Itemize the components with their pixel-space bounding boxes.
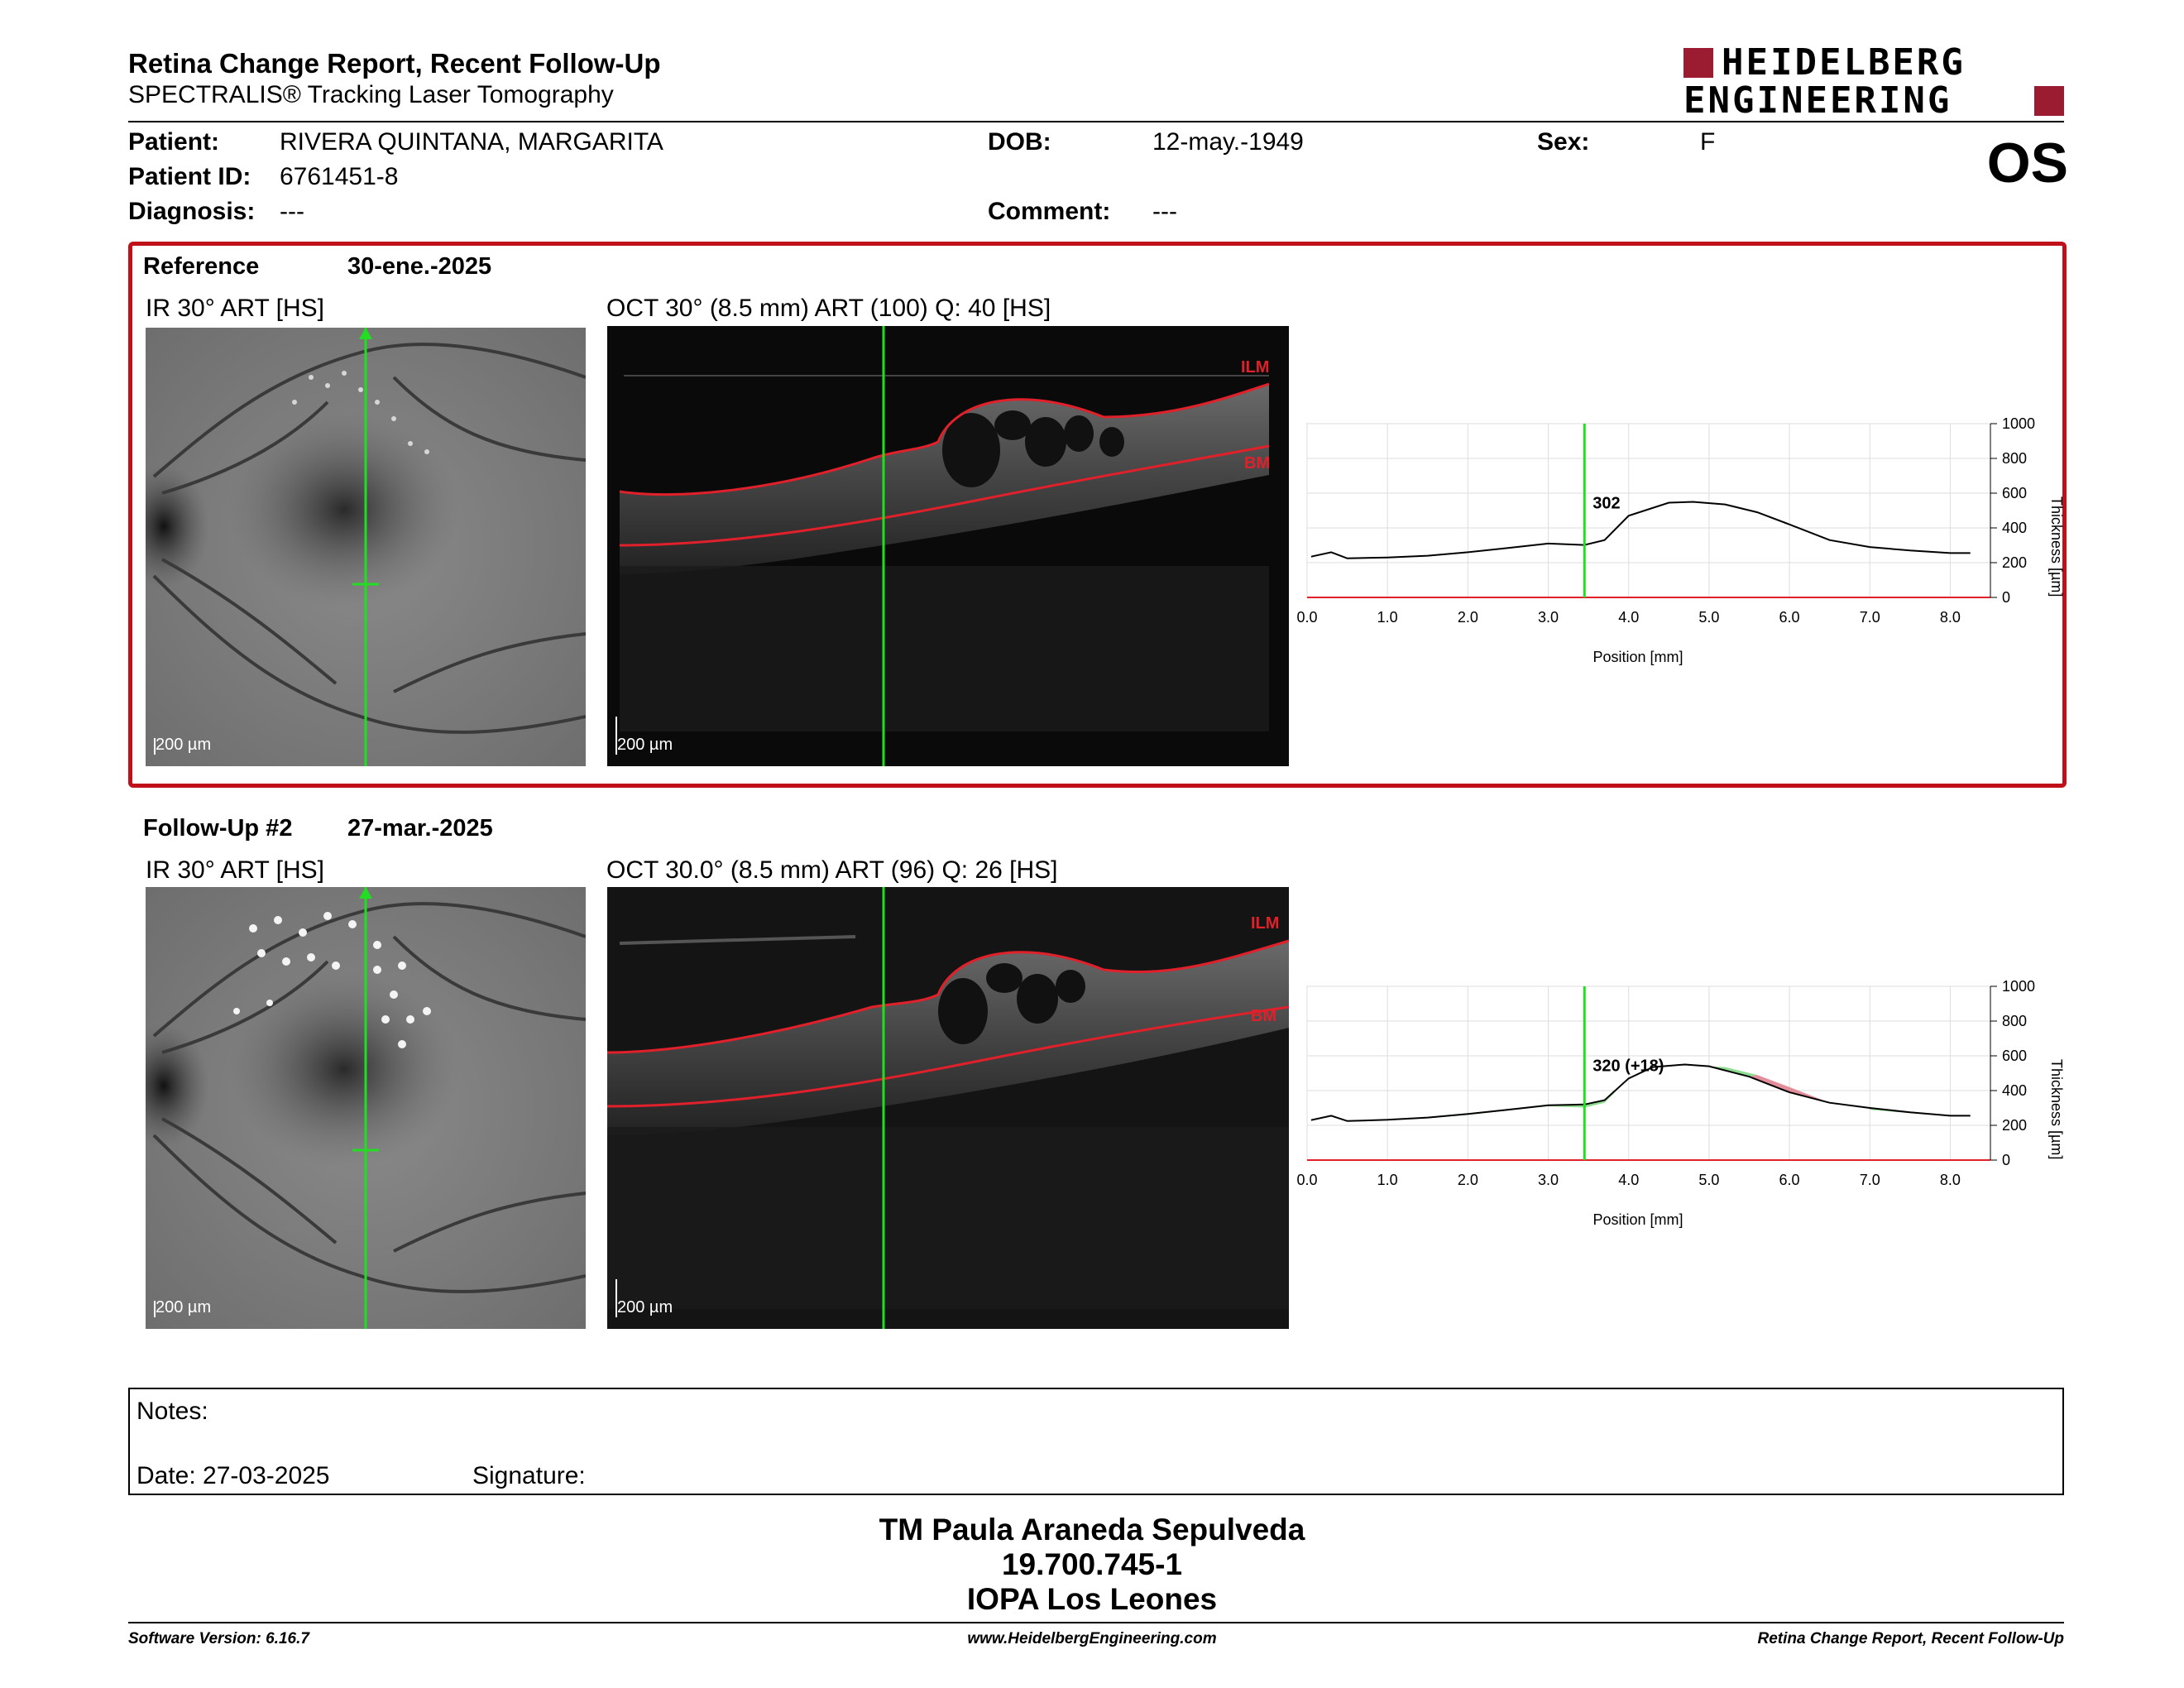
diagnosis-value: ---	[280, 198, 304, 225]
footer-report-name: Retina Change Report, Recent Follow-Up	[1757, 1630, 2064, 1647]
patient-id-label: Patient ID:	[128, 163, 251, 190]
dob-label: DOB:	[988, 128, 1051, 156]
y-tick-label: 0	[2002, 1152, 2010, 1168]
patient-name: RIVERA QUINTANA, MARGARITA	[280, 128, 663, 156]
eye-indicator: OS	[1986, 132, 2068, 194]
chart-plot-area	[1306, 423, 1991, 598]
x-tick-label: 4.0	[1618, 609, 1639, 626]
followup-oct-image: ILM BM 200 µm	[607, 887, 1289, 1329]
heidelberg-logo: HEIDELBERG ENGINEERING	[1684, 43, 2064, 119]
x-tick-label: 1.0	[1377, 1172, 1398, 1188]
followup-ylabel: Thickness [µm]	[2048, 1059, 2065, 1159]
reference-ir-image: 200 µm	[146, 328, 586, 766]
y-tick-label: 800	[2002, 450, 2027, 467]
signer-id: 19.700.745-1	[1001, 1547, 1183, 1581]
reference-xlabel: Position [mm]	[1592, 649, 1683, 665]
diagnosis-label: Diagnosis:	[128, 198, 256, 225]
y-tick-label: 0	[2002, 589, 2010, 606]
x-tick-label: 8.0	[1940, 1172, 1961, 1188]
header-divider	[128, 121, 2064, 122]
followup-date: 27-mar.-2025	[347, 815, 493, 842]
x-tick-label: 6.0	[1779, 609, 1800, 626]
x-tick-label: 2.0	[1458, 1172, 1478, 1188]
reference-bm-label: BM	[1244, 454, 1270, 472]
followup-ir-caption: IR 30° ART [HS]	[146, 856, 324, 884]
followup-thickness-chart: 0.0 1.0 2.0 3.0 4.0 5.0 6.0 7.0 8.0 0 200 400 600 800…	[1296, 978, 2065, 1228]
x-tick-label: 4.0	[1618, 1172, 1639, 1188]
comment-value: ---	[1152, 198, 1177, 225]
y-tick-label: 400	[2002, 1082, 2027, 1099]
reference-date: 30-ene.-2025	[347, 253, 492, 280]
y-tick-label: 1000	[2002, 978, 2035, 995]
website-link[interactable]: www.HeidelbergEngineering.com	[967, 1630, 1217, 1647]
y-tick-label: 200	[2002, 1117, 2027, 1134]
signer-name: TM Paula Araneda Sepulveda	[879, 1513, 1305, 1547]
x-tick-label: 0.0	[1296, 1172, 1317, 1188]
chart-plot-area	[1306, 985, 1991, 1161]
reference-ir-caption: IR 30° ART [HS]	[146, 295, 324, 322]
x-tick-label: 6.0	[1779, 1172, 1800, 1188]
thickness-line	[1310, 501, 1971, 559]
thickness-line	[1310, 1063, 1971, 1122]
reference-oct-scalebar: 200 µm	[615, 717, 673, 755]
reference-ylabel: Thickness [µm]	[2048, 496, 2065, 597]
followup-ilm-label: ILM	[1251, 914, 1279, 933]
y-tick-label: 600	[2002, 1048, 2027, 1064]
x-tick-label: 3.0	[1538, 609, 1559, 626]
patient-id: 6761451-8	[280, 163, 399, 190]
x-tick-label: 2.0	[1458, 609, 1478, 626]
marker-value-label: 302	[1592, 494, 1620, 512]
x-tick-label: 7.0	[1860, 609, 1880, 626]
followup-ir-image: 200 µm	[146, 887, 586, 1329]
x-tick-label: 7.0	[1860, 1172, 1880, 1188]
followup-oct-caption: OCT 30.0° (8.5 mm) ART (96) Q: 26 [HS]	[606, 856, 1058, 884]
marker-value-label: 320 (+18)	[1592, 1057, 1664, 1075]
x-tick-label: 8.0	[1940, 609, 1961, 626]
comment-label: Comment:	[988, 198, 1111, 225]
report-subtitle: SPECTRALIS® Tracking Laser Tomography	[128, 81, 614, 108]
signer-org: IOPA Los Leones	[966, 1582, 1218, 1616]
y-tick-label: 800	[2002, 1013, 2027, 1029]
signature-label: Signature:	[472, 1462, 586, 1489]
patient-label: Patient:	[128, 128, 220, 156]
reference-thickness-chart: 0.0 1.0 2.0 3.0 4.0 5.0 6.0 7.0 8.0 0 200 400 600 800…	[1296, 415, 2065, 665]
followup-bm-label: BM	[1251, 1007, 1276, 1025]
software-version: Software Version: 6.16.7	[128, 1630, 309, 1647]
y-tick-label: 600	[2002, 485, 2027, 501]
followup-ir-scalebar: 200 µm	[154, 1298, 212, 1317]
y-tick-label: 1000	[2002, 415, 2035, 432]
dob-value: 12-may.-1949	[1152, 128, 1304, 156]
y-tick-label: 200	[2002, 554, 2027, 571]
footer-divider	[128, 1622, 2064, 1623]
x-tick-label: 1.0	[1377, 609, 1398, 626]
followup-label: Follow-Up #2	[143, 815, 293, 842]
x-tick-label: 5.0	[1698, 609, 1719, 626]
sex-value: F	[1700, 128, 1716, 156]
reference-ilm-label: ILM	[1241, 358, 1269, 376]
followup-oct-scalebar: 200 µm	[615, 1279, 673, 1317]
reference-oct-caption: OCT 30° (8.5 mm) ART (100) Q: 40 [HS]	[606, 295, 1051, 322]
x-tick-label: 5.0	[1698, 1172, 1719, 1188]
x-tick-label: 0.0	[1296, 609, 1317, 626]
y-tick-label: 400	[2002, 520, 2027, 536]
sex-label: Sex:	[1537, 128, 1590, 156]
x-tick-label: 3.0	[1538, 1172, 1559, 1188]
followup-xlabel: Position [mm]	[1592, 1211, 1683, 1228]
notes-box[interactable]: Notes: Date: 27-03-2025 Signature:	[128, 1388, 2064, 1495]
report-title: Retina Change Report, Recent Follow-Up	[128, 48, 661, 79]
notes-date: Date: 27-03-2025	[136, 1462, 330, 1489]
reference-label: Reference	[143, 253, 260, 280]
reference-oct-image: ILM BM 200 µm	[607, 326, 1289, 766]
reference-ir-scalebar: 200 µm	[154, 736, 212, 755]
notes-label: Notes:	[136, 1398, 208, 1425]
reference-frame	[128, 242, 2067, 788]
